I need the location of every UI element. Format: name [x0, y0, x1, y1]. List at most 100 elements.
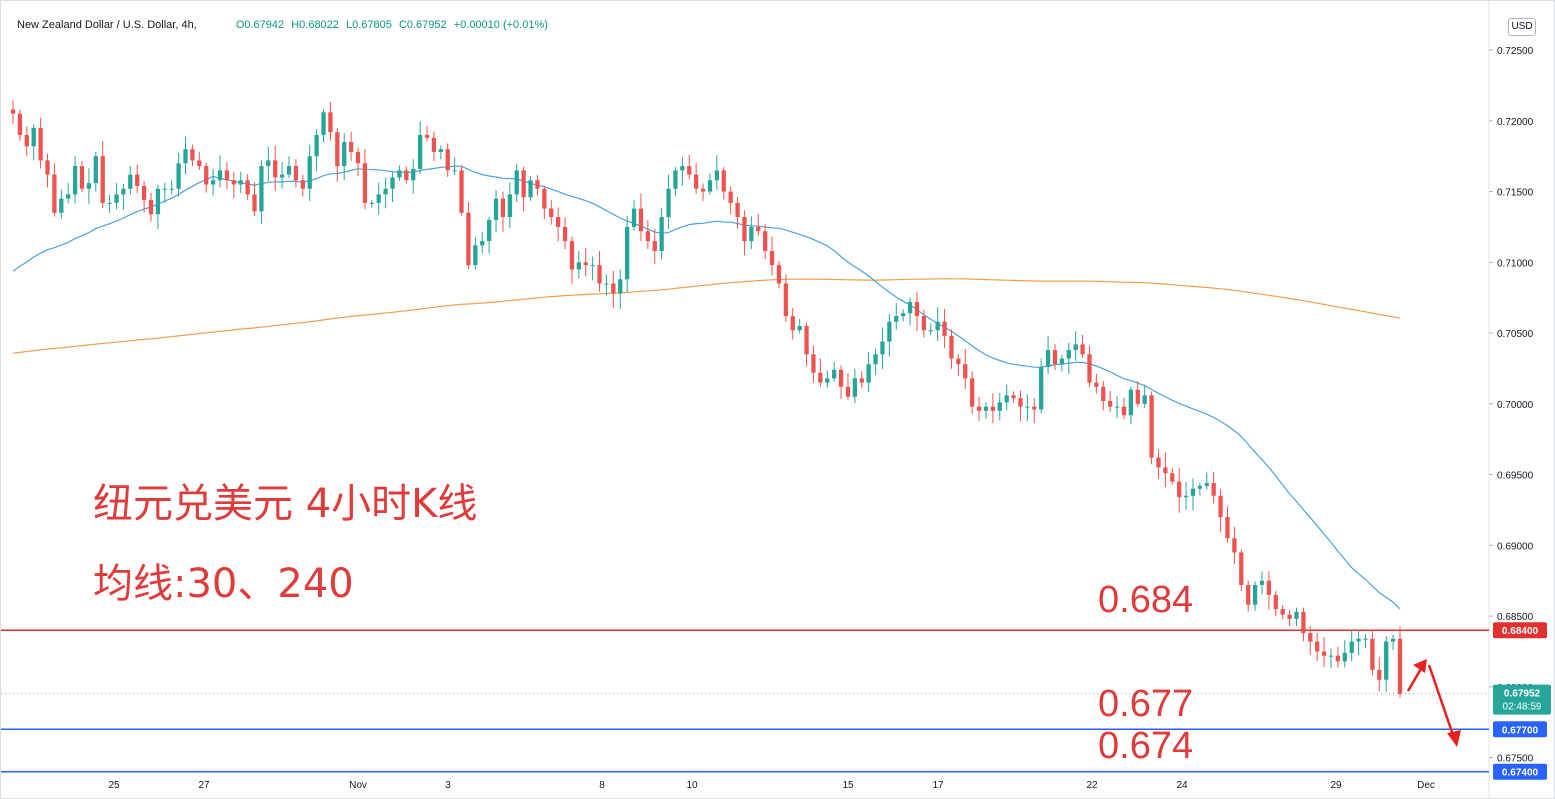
candle-body [493, 198, 499, 220]
time-tick-label: 17 [932, 780, 944, 791]
candle-body [569, 241, 575, 270]
candle-body [1183, 495, 1189, 498]
candle-body [141, 185, 147, 201]
close-value: C0.67952 [398, 19, 447, 31]
candle-body [694, 174, 699, 189]
candle-body [1266, 580, 1272, 595]
candle-body [86, 183, 92, 189]
candle-body [976, 406, 982, 411]
candle-body [190, 149, 195, 161]
candle-body [245, 180, 250, 195]
candle-body [549, 208, 554, 218]
candle-body [1287, 614, 1292, 619]
time-tick-label: 3 [445, 780, 451, 791]
candle-body [210, 180, 216, 185]
candle-body [604, 283, 609, 285]
candle-body [38, 127, 43, 161]
level-tag [1493, 763, 1547, 780]
candle-body [1073, 344, 1078, 351]
candle-body [1239, 552, 1244, 585]
candle-body [763, 231, 768, 252]
candle-body [10, 109, 16, 114]
candle-body [266, 160, 271, 167]
time-tick-label: Nov [349, 780, 367, 791]
candle-body [1301, 611, 1306, 634]
level-tag-label: 0.67400 [1502, 768, 1539, 779]
candle-body [583, 262, 588, 266]
currency-button[interactable]: USD [1508, 18, 1536, 36]
candle-body [907, 301, 913, 314]
candle-body [1211, 483, 1216, 496]
candle-body [1252, 584, 1258, 605]
candle-body [756, 226, 761, 232]
candle-body [279, 174, 285, 178]
time-tick-label: 29 [1330, 780, 1342, 791]
candle-body [1232, 538, 1237, 553]
candle-body [1032, 406, 1037, 410]
candle-body [1142, 395, 1147, 404]
candle-body [894, 316, 899, 322]
candle-body [321, 112, 326, 135]
price-tick-label: 0.70000 [1497, 400, 1534, 411]
price-tick-label: 0.71500 [1497, 188, 1534, 199]
candle-body [1149, 395, 1154, 458]
candle-body [176, 163, 181, 189]
time-tick-label: 22 [1086, 780, 1098, 791]
candle-body [638, 208, 644, 232]
candle-body [1328, 655, 1334, 657]
candle-body [790, 316, 795, 331]
candle-body [1114, 406, 1120, 408]
candle-body [645, 231, 650, 242]
candle-body [300, 180, 305, 189]
candle-body [1363, 638, 1368, 640]
candle-body [1342, 652, 1347, 662]
candle-body [135, 174, 140, 186]
candle-body [611, 283, 616, 294]
candle-body [1025, 406, 1030, 408]
candle-body [866, 364, 871, 383]
time-axis[interactable]: 25 27 Nov 3 8 10 15 17 22 24 29 Dec [108, 780, 1434, 791]
candle-body [286, 166, 292, 175]
candle-body [24, 134, 29, 147]
time-tick-label: 8 [599, 780, 605, 791]
candle-body [100, 156, 105, 203]
candle-body [1018, 398, 1023, 407]
annotation-level-high: 0.684 [1098, 579, 1193, 621]
candle-body [335, 132, 340, 167]
candle-body [825, 378, 830, 383]
candle-body [114, 194, 119, 203]
candle-body [1101, 386, 1106, 401]
candle-body [914, 301, 920, 317]
price-tick-label: 0.69500 [1497, 471, 1534, 482]
candle-body [183, 149, 188, 164]
candle-body [31, 127, 36, 147]
arrow-down-shaft [1427, 664, 1455, 736]
candle-body [238, 180, 243, 185]
candle-body [542, 188, 547, 209]
candle-body [1045, 350, 1051, 368]
candle-body [666, 188, 671, 218]
candle-body [362, 163, 368, 203]
candle-body [680, 166, 685, 171]
price-tick-label: 0.72500 [1497, 46, 1534, 57]
candle-body [673, 170, 678, 189]
candle-body [887, 321, 892, 342]
candle-body [121, 188, 126, 195]
candle-body [928, 330, 933, 332]
candle-body [500, 198, 506, 218]
time-tick-label: 27 [198, 780, 210, 791]
candle-body [383, 188, 388, 195]
symbol-title: New Zealand Dollar / U.S. Dollar, 4h, [17, 19, 197, 31]
candle-body [445, 149, 450, 171]
time-tick-label: Dec [1417, 780, 1435, 791]
price-tick-label: 0.70500 [1497, 329, 1534, 340]
price-axis[interactable]: 0.72500 0.72000 0.71500 0.71000 0.70500 0.700… [1489, 46, 1534, 765]
candle-body [556, 217, 561, 227]
candle-body [1108, 400, 1113, 407]
candle-body [576, 262, 581, 270]
candle-body [776, 265, 782, 284]
time-tick-label: 24 [1176, 780, 1188, 791]
ma-30-line [12, 165, 1401, 610]
time-tick-label: 15 [842, 780, 854, 791]
